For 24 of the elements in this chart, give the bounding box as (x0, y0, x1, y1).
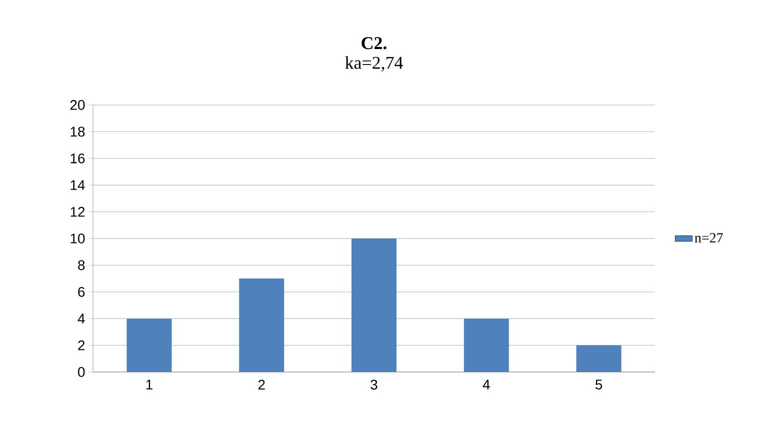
bar (576, 345, 622, 372)
legend-label: n=27 (694, 233, 723, 242)
x-tick-label: 2 (258, 380, 265, 390)
bar (239, 278, 284, 372)
y-tick-label: 8 (78, 260, 85, 270)
bar (352, 238, 397, 372)
y-tick-label: 20 (70, 100, 85, 110)
chart-title: C2. (362, 37, 386, 50)
y-tick-label: 14 (70, 180, 85, 190)
y-tick-label: 16 (70, 153, 85, 164)
bar (126, 318, 172, 372)
bar (464, 318, 509, 372)
y-tick-label: 4 (78, 314, 85, 324)
x-tick-label: 5 (595, 380, 602, 390)
x-tick-label: 3 (370, 380, 378, 390)
x-tick-label: 4 (482, 380, 490, 390)
y-tick-label: 10 (70, 234, 85, 244)
chart-subtitle: ka=2,74 (345, 56, 403, 72)
x-tick-label: 1 (146, 380, 152, 390)
y-tick-label: 12 (70, 206, 85, 217)
y-tick-label: 0 (78, 367, 85, 377)
y-tick-label: 18 (70, 126, 85, 137)
y-tick-label: 6 (78, 286, 85, 297)
y-tick-label: 2 (78, 340, 85, 350)
